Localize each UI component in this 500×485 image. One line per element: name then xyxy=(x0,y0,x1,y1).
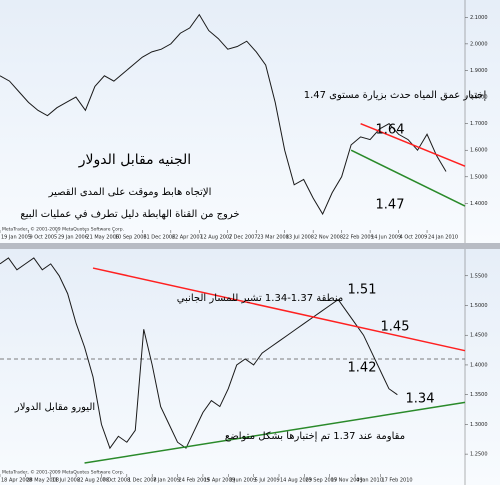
annotation: 1.64 xyxy=(376,123,405,138)
x-tick-label: 4 Oct 2009 xyxy=(400,235,428,241)
x-tick-label: 22 Feb 2009 xyxy=(343,235,374,241)
y-tick-label: 1.2500 xyxy=(470,452,488,458)
separator xyxy=(0,243,500,249)
x-tick-label: 2 Nov 2008 xyxy=(314,235,343,241)
y-tick-label: 1.8000 xyxy=(470,95,488,101)
x-tick-label: 23 Sep 2009 xyxy=(305,478,337,484)
trend-line xyxy=(84,401,466,464)
trend-line xyxy=(350,149,466,207)
x-tick-label: 24 Feb 2009 xyxy=(179,478,210,484)
y-tick-label: 1.4000 xyxy=(470,201,488,207)
x-tick-label: 14 Aug 2009 xyxy=(280,478,312,484)
y-tick-label: 1.4000 xyxy=(470,362,488,368)
annotation: اليورو مقابل الدولار xyxy=(14,402,95,413)
x-tick-label: 2 Dec 2007 xyxy=(229,235,258,241)
x-tick-label: 5 Jul 2009 xyxy=(255,478,280,484)
x-tick-label: 1 Dec 2008 xyxy=(128,478,157,484)
x-tick-label: 14 Jun 2009 xyxy=(371,235,401,241)
x-tick-label: 13 Jul 2008 xyxy=(286,235,314,241)
x-tick-label: 15 Apr 2009 xyxy=(204,478,235,484)
price-line xyxy=(0,257,398,450)
x-tick-label: 18 Apr 2008 xyxy=(1,478,32,484)
x-tick-label: 17 Feb 2010 xyxy=(381,478,412,484)
x-tick-label: 22 Aug 2008 xyxy=(77,478,109,484)
y-tick-label: 2.0000 xyxy=(470,41,488,47)
panel-bg xyxy=(0,0,500,243)
annotation: خروج من القناة الهابطة دليل تطرف في عملي… xyxy=(20,209,239,220)
trend-line xyxy=(360,122,466,167)
trend-line xyxy=(92,267,466,352)
y-tick-label: 1.3000 xyxy=(470,422,488,428)
price-line xyxy=(0,13,447,216)
annotation: 1.42 xyxy=(348,361,377,376)
y-tick-label: 1.9000 xyxy=(470,68,488,74)
y-tick-label: 1.7000 xyxy=(470,121,488,127)
x-tick-label: 31 Dec 2006 xyxy=(143,235,175,241)
footer: MetaTrader, © 2001-2009 MetaQuotes Softw… xyxy=(2,226,124,233)
x-tick-label: 24 Jan 2010 xyxy=(428,235,458,241)
x-tick-label: 10 Sep 2006 xyxy=(115,235,147,241)
x-tick-label: 12 Aug 2007 xyxy=(200,235,232,241)
annotation: إختبار عمق المياه حدث بزيارة مستوى 1.47 xyxy=(304,90,487,101)
y-tick-label: 1.5000 xyxy=(470,303,488,309)
annotation: الإتجاه هابط وموقت على المدى القصير xyxy=(48,187,212,198)
y-tick-label: 1.3500 xyxy=(470,392,488,398)
x-tick-label: 21 May 2006 xyxy=(86,235,119,241)
y-tick-label: 2.1000 xyxy=(470,15,488,21)
annotation: 1.34 xyxy=(406,392,435,407)
annotation: مقاومة عند 1.37 تم إختبارها بشكل متواضع xyxy=(225,431,405,442)
y-tick-label: 1.5000 xyxy=(470,174,488,180)
x-tick-label: 17 Nov 2009 xyxy=(331,478,363,484)
x-tick-label: 11 Jul 2008 xyxy=(52,478,80,484)
annotation: 1.47 xyxy=(376,198,405,213)
x-tick-label: 22 Apr 2007 xyxy=(172,235,203,241)
x-tick-label: 23 Mar 2008 xyxy=(257,235,289,241)
footer: MetaTrader, © 2001-2009 MetaQuotes Softw… xyxy=(2,469,124,476)
x-tick-label: 28 May 2008 xyxy=(26,478,59,484)
y-tick-label: 1.6000 xyxy=(470,148,488,154)
x-tick-label: 19 Jan 2005 xyxy=(1,235,31,241)
x-tick-label: 4 Jan 2010 xyxy=(356,478,383,484)
y-tick-label: 1.5500 xyxy=(470,273,488,279)
x-tick-label: 3 Jun 2009 xyxy=(229,478,256,484)
y-tick-label: 1.4500 xyxy=(470,333,488,339)
annotation: الجنيه مقابل الدولار xyxy=(78,152,191,168)
annotation: 1.45 xyxy=(381,320,410,335)
annotation: 1.51 xyxy=(348,283,377,298)
annotation: منطقة 1.37-1.34 تشير للمسار الجانبي xyxy=(177,293,344,304)
x-tick-label: 7 Oct 2008 xyxy=(102,478,130,484)
x-tick-label: 7 Jan 2009 xyxy=(153,478,180,484)
x-tick-label: 29 Jan 2006 xyxy=(58,235,88,241)
panel-bg xyxy=(0,249,500,485)
x-tick-label: 9 Oct 2005 xyxy=(29,235,57,241)
